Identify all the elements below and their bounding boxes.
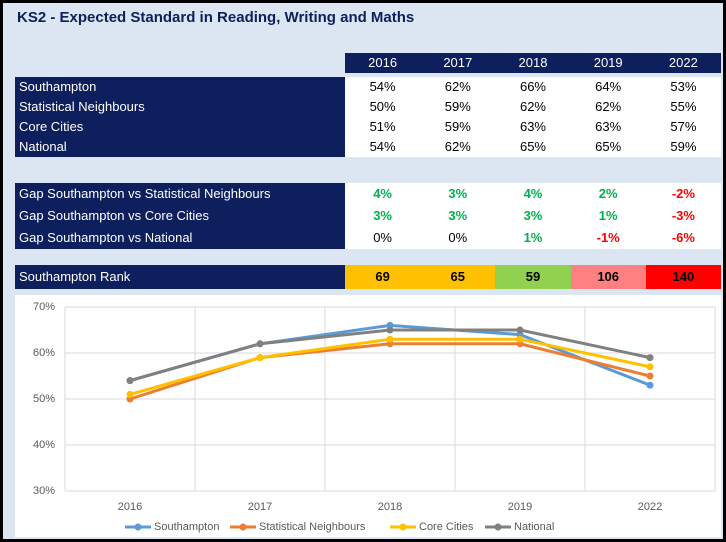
y-tick-label: 50% <box>33 393 55 405</box>
legend-dot <box>239 523 247 531</box>
gap-cell: -6% <box>645 227 721 249</box>
legend-dot <box>134 523 142 531</box>
gap-cell: 3% <box>345 205 421 227</box>
rank-cell: 69 <box>345 265 421 289</box>
y-tick-label: 70% <box>33 301 55 313</box>
gap-cell: 1% <box>570 205 646 227</box>
row-label: Core Cities <box>15 117 345 137</box>
y-tick-label: 60% <box>33 347 55 359</box>
rank-cell: 59 <box>495 265 571 289</box>
point <box>516 326 524 334</box>
point <box>646 363 654 371</box>
point <box>386 335 394 343</box>
point <box>126 390 134 398</box>
year-header: 2018 <box>495 53 571 73</box>
cell: 50% <box>345 97 421 117</box>
year-header: 2019 <box>570 53 646 73</box>
point <box>126 377 134 385</box>
rank-cell: 65 <box>420 265 496 289</box>
cell: 59% <box>645 137 721 157</box>
gap-cell: 3% <box>495 205 571 227</box>
x-tick-label: 2016 <box>118 501 142 513</box>
point <box>516 335 524 343</box>
gap-cell: 4% <box>495 183 571 205</box>
y-tick-label: 30% <box>33 485 55 497</box>
year-header: 2022 <box>645 53 721 73</box>
legend-label: Statistical Neighbours <box>259 521 366 533</box>
cell: 57% <box>645 117 721 137</box>
cell: 62% <box>420 77 496 97</box>
legend-label: Core Cities <box>419 521 474 533</box>
cell: 51% <box>345 117 421 137</box>
year-header: 2017 <box>420 53 496 73</box>
gap-cell: 0% <box>420 227 496 249</box>
row-label: Southampton <box>15 77 345 97</box>
rank-cell: 140 <box>645 265 721 289</box>
gap-cell: 3% <box>420 183 496 205</box>
title: KS2 - Expected Standard in Reading, Writ… <box>3 3 723 37</box>
gap-cell: 4% <box>345 183 421 205</box>
gap-cell: -3% <box>645 205 721 227</box>
x-tick-label: 2022 <box>638 501 662 513</box>
chart-bg <box>15 295 721 537</box>
cell: 55% <box>645 97 721 117</box>
cell: 62% <box>570 97 646 117</box>
point <box>646 372 654 380</box>
gap-cell: -1% <box>570 227 646 249</box>
legend-dot <box>494 523 502 531</box>
cell: 59% <box>420 97 496 117</box>
gap-label: Gap Southampton vs Statistical Neighbour… <box>15 183 345 205</box>
row-label: Statistical Neighbours <box>15 97 345 117</box>
point <box>256 354 264 362</box>
cell: 53% <box>645 77 721 97</box>
year-header: 2016 <box>345 53 421 73</box>
chart: 30% 40% 50% 60% 70% 2016 2017 2018 2019 2022 South… <box>15 295 721 537</box>
point <box>646 354 654 362</box>
cell: 65% <box>570 137 646 157</box>
gap-cell: -2% <box>645 183 721 205</box>
gap-cell: 3% <box>420 205 496 227</box>
cell: 54% <box>345 77 421 97</box>
cell: 62% <box>420 137 496 157</box>
gap-label: Gap Southampton vs National <box>15 227 345 249</box>
legend-label: Southampton <box>154 521 219 533</box>
x-tick-label: 2019 <box>508 501 532 513</box>
cell: 64% <box>570 77 646 97</box>
cell: 65% <box>495 137 571 157</box>
rank-label: Southampton Rank <box>15 265 345 289</box>
gap-cell: 1% <box>495 227 571 249</box>
gap-cell: 2% <box>570 183 646 205</box>
cell: 59% <box>420 117 496 137</box>
legend-label: National <box>514 521 554 533</box>
x-tick-label: 2017 <box>248 501 272 513</box>
x-tick-label: 2018 <box>378 501 402 513</box>
gap-cell: 0% <box>345 227 421 249</box>
point <box>256 340 264 348</box>
cell: 62% <box>495 97 571 117</box>
cell: 63% <box>495 117 571 137</box>
row-label: National <box>15 137 345 157</box>
legend-dot <box>399 523 407 531</box>
cell: 54% <box>345 137 421 157</box>
cell: 66% <box>495 77 571 97</box>
point <box>386 326 394 334</box>
gap-label: Gap Southampton vs Core Cities <box>15 205 345 227</box>
cell: 63% <box>570 117 646 137</box>
point <box>646 381 654 389</box>
y-tick-label: 40% <box>33 439 55 451</box>
rank-cell: 106 <box>570 265 646 289</box>
